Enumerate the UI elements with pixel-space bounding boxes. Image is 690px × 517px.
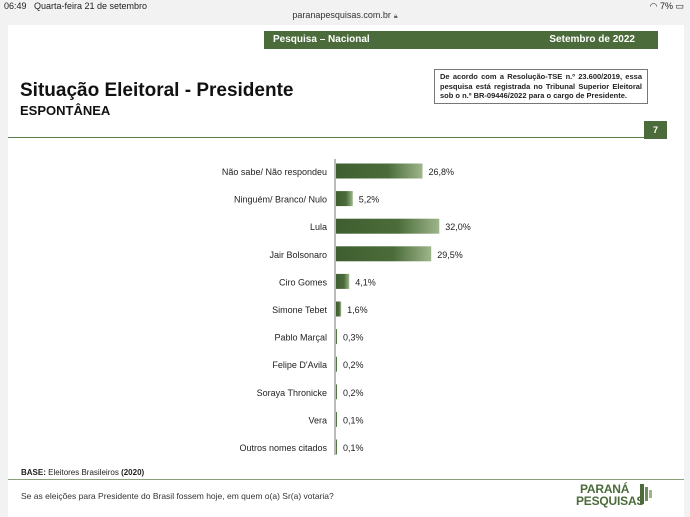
survey-question: Se as eleições para Presidente do Brasil… [21, 491, 334, 501]
base-label: BASE: [21, 468, 46, 477]
bar [336, 411, 337, 427]
base-year: (2020) [121, 468, 145, 477]
status-indicators: ◠ 7% ▭ [650, 1, 684, 12]
value-label: 5,2% [359, 195, 380, 205]
value-label: 32,0% [445, 222, 471, 232]
bar [336, 301, 342, 317]
logo-line1: PARANÁ [580, 482, 630, 496]
logo-mark-icon [640, 484, 652, 504]
lock-icon: 🔒︎ [393, 13, 398, 20]
value-label: 1,6% [347, 305, 368, 315]
logo-line2: PESQUISAS [576, 494, 645, 508]
header-band: Pesquisa – Nacional Setembro de 2022 [264, 31, 658, 49]
category-label: Pablo Marçal [274, 333, 327, 343]
slide: Pesquisa – Nacional Setembro de 2022 Sit… [8, 25, 684, 517]
survey-scope: Pesquisa – Nacional [273, 34, 370, 45]
category-label: Simone Tebet [272, 305, 327, 315]
category-label: Ninguém/ Branco/ Nulo [234, 195, 327, 205]
battery-level: 7% [659, 1, 673, 11]
survey-date: Setembro de 2022 [549, 34, 635, 45]
status-bar: 06:49 Quarta-feira 21 de setembro ◠ 7% ▭ [0, 0, 690, 12]
bar [336, 439, 337, 455]
category-label: Outros nomes citados [239, 443, 327, 453]
value-label: 0,2% [343, 388, 364, 398]
category-label: Soraya Thronicke [257, 388, 327, 398]
category-label: Ciro Gomes [279, 277, 328, 287]
bar [336, 329, 337, 345]
base-text: Eleitores Brasileiros [48, 468, 119, 477]
bar [336, 356, 337, 372]
category-label: Não sabe/ Não respondeu [222, 167, 327, 177]
bar [336, 191, 353, 207]
page-number: 7 [644, 121, 667, 139]
value-label: 29,5% [437, 250, 463, 260]
address-bar[interactable]: paranapesquisas.com.br 🔒︎ [0, 10, 690, 24]
value-label: 0,1% [343, 415, 364, 425]
page-subtitle: ESPONTÂNEA [20, 103, 111, 118]
bar [336, 384, 337, 400]
header-divider [8, 137, 644, 138]
bar [336, 246, 432, 262]
bar [336, 273, 350, 289]
category-label: Jair Bolsonaro [269, 250, 327, 260]
category-label: Vera [308, 415, 327, 425]
bar-chart: Não sabe/ Não respondeu 26,8% Ninguém/ Bra… [222, 159, 471, 455]
base-note: BASE: Eleitores Brasileiros (2020) [21, 468, 144, 477]
footer-divider [8, 479, 684, 480]
page-title: Situação Eleitoral - Presidente [20, 80, 294, 101]
value-label: 26,8% [428, 167, 454, 177]
value-label: 0,1% [343, 443, 364, 453]
wifi-icon: ◠ [649, 1, 658, 11]
url-text: paranapesquisas.com.br [292, 10, 391, 20]
bar [336, 218, 440, 234]
category-label: Lula [310, 222, 327, 232]
parana-pesquisas-logo: PARANÁ PESQUISAS [576, 479, 656, 515]
category-label: Felipe D'Avila [272, 360, 327, 370]
battery-icon: ▭ [675, 1, 684, 11]
bar [336, 163, 423, 179]
status-date: Quarta-feira 21 de setembro [34, 1, 148, 11]
registration-notice: De acordo com a Resolução-TSE n.º 23.600… [434, 69, 648, 104]
value-label: 0,3% [343, 333, 364, 343]
status-time: 06:49 [4, 1, 27, 11]
value-label: 0,2% [343, 360, 364, 370]
value-label: 4,1% [355, 277, 376, 287]
